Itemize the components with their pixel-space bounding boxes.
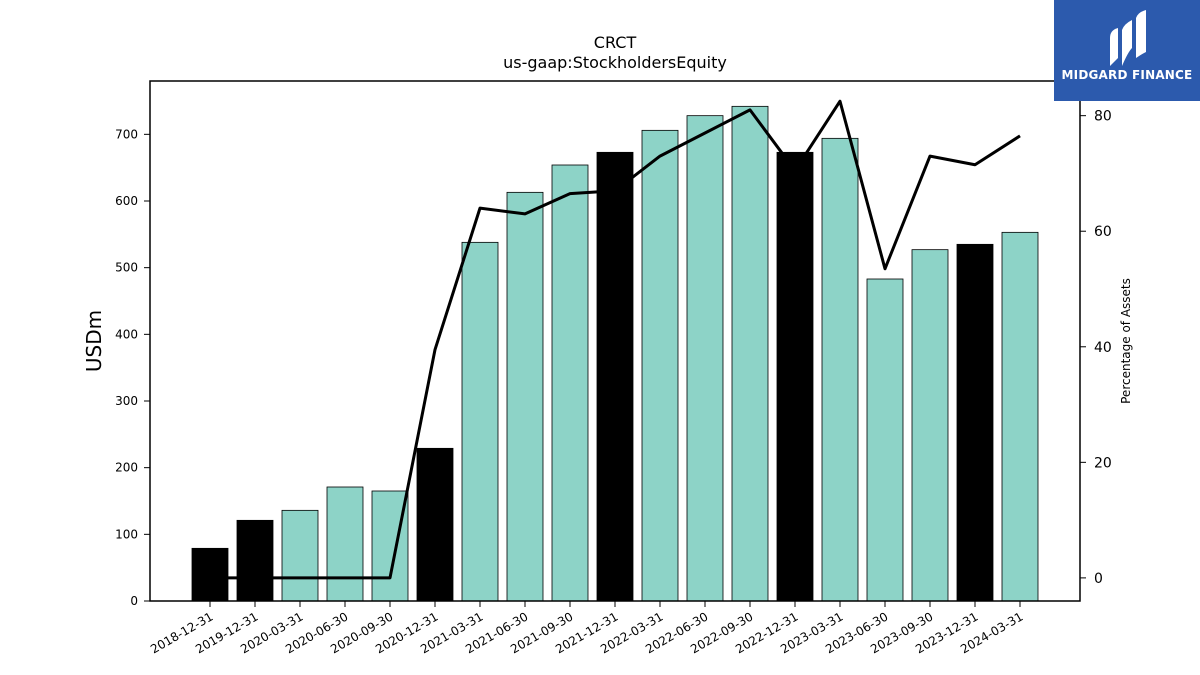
y-tick-label: 700 bbox=[115, 127, 138, 141]
y2-tick-label: 20 bbox=[1094, 455, 1112, 471]
logo-mark-icon bbox=[1110, 10, 1146, 66]
bar-2023-09-30 bbox=[911, 249, 949, 602]
y-axis: 0 100 200 300 400 500 600 700 bbox=[115, 127, 150, 608]
y-axis-label: USDm bbox=[82, 310, 106, 372]
y-tick-label: 100 bbox=[115, 527, 138, 541]
bar-2022-03-31 bbox=[641, 129, 679, 602]
bar-2023-06-30 bbox=[866, 278, 904, 602]
y-tick-label: 400 bbox=[115, 327, 138, 341]
bar-2020-06-30 bbox=[326, 486, 364, 602]
y2-tick-label: 60 bbox=[1094, 224, 1112, 240]
y-tick-label: 200 bbox=[115, 461, 138, 475]
bars-group bbox=[191, 105, 1039, 602]
chart-title: CRCT bbox=[594, 33, 637, 52]
logo-text: MIDGARD FINANCE bbox=[1061, 68, 1193, 82]
bar-2023-03-31 bbox=[821, 137, 859, 602]
bar-2022-09-30 bbox=[731, 105, 769, 602]
bar-2019-12-31 bbox=[236, 519, 274, 602]
midgard-finance-logo: MIDGARD FINANCE bbox=[1054, 0, 1200, 101]
bar-2020-03-31 bbox=[281, 509, 319, 602]
y2-tick-label: 0 bbox=[1094, 571, 1103, 587]
y2-tick-label: 80 bbox=[1094, 109, 1112, 125]
bar-2021-12-31 bbox=[596, 151, 634, 602]
bar-2018-12-31 bbox=[191, 547, 229, 602]
y2-axis-label: Percentage of Assets bbox=[1119, 278, 1133, 404]
y2-tick-label: 40 bbox=[1094, 340, 1112, 356]
chart-subtitle: us-gaap:StockholdersEquity bbox=[503, 53, 727, 72]
y-tick-label: 0 bbox=[130, 594, 138, 608]
bar-2022-06-30 bbox=[686, 115, 724, 602]
y-tick-label: 500 bbox=[115, 261, 138, 275]
bar-2023-12-31 bbox=[956, 243, 994, 602]
bar-2020-12-31 bbox=[416, 447, 454, 602]
y-tick-label: 600 bbox=[115, 194, 138, 208]
bar-2024-03-31 bbox=[1001, 231, 1039, 602]
bar-2021-09-30 bbox=[551, 164, 589, 602]
bar-2021-06-30 bbox=[506, 191, 544, 602]
y-tick-label: 300 bbox=[115, 394, 138, 408]
line-group bbox=[210, 99, 1021, 580]
bar-2022-12-31 bbox=[776, 151, 814, 602]
y2-axis: 0 20 40 60 80 bbox=[1080, 109, 1112, 587]
bar-2021-03-31 bbox=[461, 241, 499, 602]
percentage-line bbox=[210, 99, 1021, 580]
x-axis: 2018-12-312019-12-312020-03-312020-06-30… bbox=[148, 601, 1026, 656]
